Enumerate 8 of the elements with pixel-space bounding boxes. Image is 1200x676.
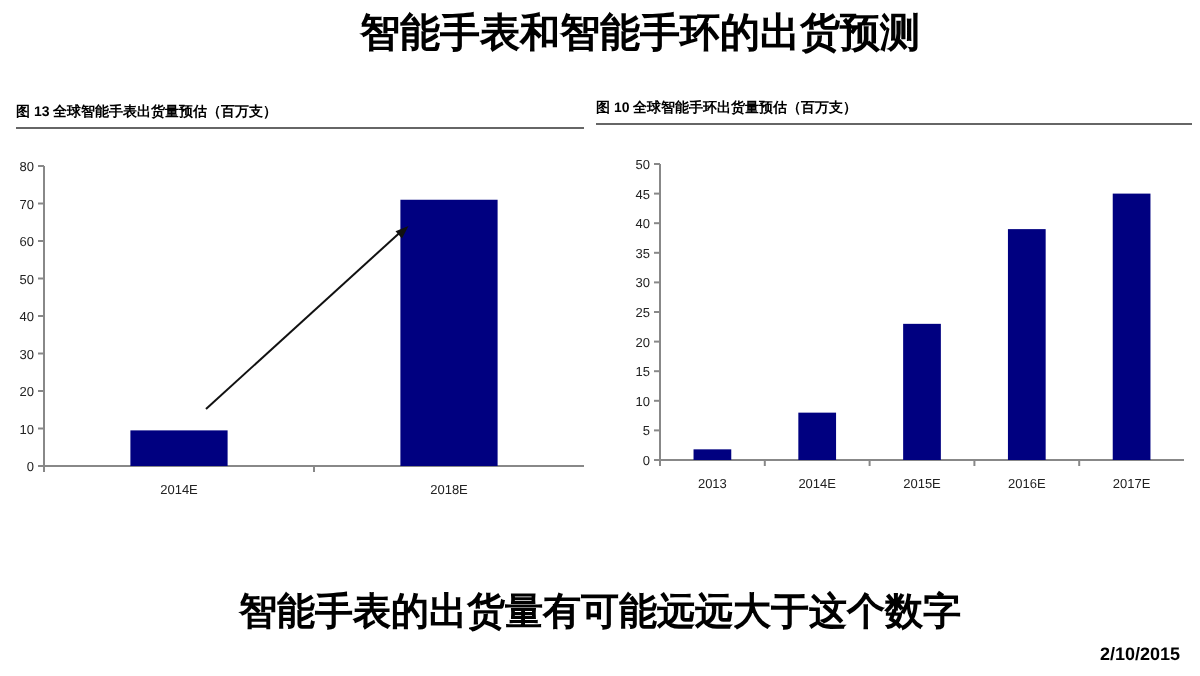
bar xyxy=(1007,229,1046,460)
text: 2/10/2015 xyxy=(1099,644,1180,664)
bar xyxy=(1112,193,1151,460)
bar xyxy=(798,412,837,460)
bar xyxy=(693,449,732,460)
text: 智能手表和智能手环的出货预测 xyxy=(358,10,920,56)
bar xyxy=(903,323,941,460)
text: 智能手表的出货量有可能远远大于这个数字 xyxy=(237,590,961,634)
